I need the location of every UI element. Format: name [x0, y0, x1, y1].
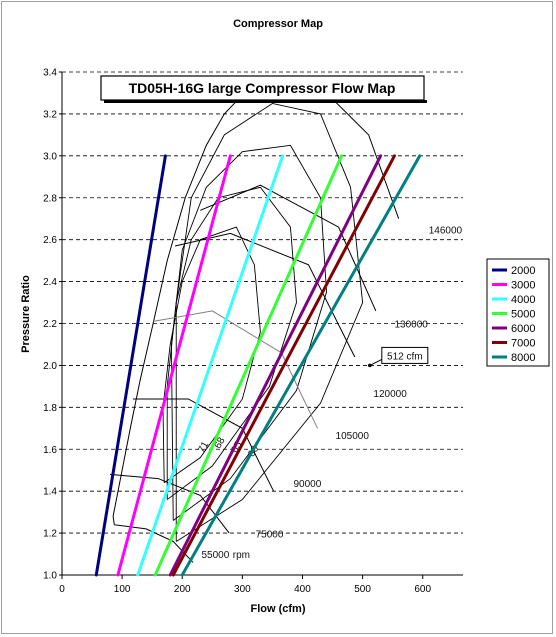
annotation-120000: 120000: [373, 389, 407, 400]
annotation-55000: 55000: [201, 550, 229, 561]
y-tick-label: 1.6: [43, 445, 57, 456]
y-tick-label: 1.8: [43, 403, 57, 414]
efficiency-island-71: [162, 226, 261, 484]
y-tick-label: 2.2: [43, 319, 57, 330]
y-tick-label: 3.0: [43, 151, 57, 162]
annotation-105000: 105000: [336, 431, 370, 442]
chart-title: Compressor Map: [233, 18, 323, 30]
efficiency-label: 71: [196, 439, 211, 455]
marked-point: [368, 363, 372, 368]
series-line-5000: [153, 154, 344, 577]
legend-label-7000: 7000: [511, 338, 535, 350]
series-line-4000: [136, 154, 285, 577]
series-line-2000: [94, 154, 167, 577]
speed-line-90000: [132, 398, 275, 492]
annotations: 146000 130000 120000 105000 90000 75000 55000 r…: [201, 225, 462, 561]
annotation-75000: 75000: [256, 529, 284, 540]
marked-point-box: [381, 346, 429, 364]
y-tick-label: 2.0: [43, 361, 57, 372]
legend-label-8000: 8000: [511, 352, 535, 364]
series-line-8000: [180, 154, 422, 577]
legend-label-4000: 4000: [511, 294, 535, 306]
y-tick-label: 2.4: [43, 277, 57, 288]
series-line-6000: [168, 154, 383, 577]
marked-point-leader: [369, 358, 383, 366]
annotation-130000: 130000: [394, 320, 428, 331]
legend-label-6000: 6000: [511, 323, 535, 335]
y-tick-label: 2.6: [43, 235, 57, 246]
y-tick-label: 1.0: [43, 571, 57, 582]
inner-title-text: TD05H-16G large Compressor Flow Map: [129, 80, 396, 96]
surge-line: [112, 94, 261, 525]
y-tick-label: 3.2: [43, 109, 57, 120]
x-tick-label: 600: [414, 584, 431, 595]
legend-label-3000: 3000: [511, 280, 535, 292]
x-tick-label: 500: [354, 584, 371, 595]
legend-label-2000: 2000: [511, 265, 535, 277]
legend-label-5000: 5000: [511, 309, 535, 321]
annotation-90000: 90000: [293, 479, 321, 490]
efficiency-island-65: [170, 144, 327, 521]
inner-title-box: TD05H-16G large Compressor Flow Map: [100, 75, 427, 103]
speed-line-75000: [110, 473, 230, 534]
marked-point-label: 512 cfm: [387, 351, 423, 362]
legend: 2000 3000 4000 5000 6000 7000 8000: [486, 258, 550, 367]
y-tick-label: 1.4: [43, 487, 57, 498]
series-line-3000: [116, 154, 232, 577]
y-tick-label: 3.4: [43, 68, 57, 79]
x-tick-label: 200: [174, 584, 191, 595]
series-lines: [94, 154, 422, 577]
y-tick-label: 2.8: [43, 193, 57, 204]
efficiency-island-60: [175, 102, 364, 542]
annotation-146000: 146000: [429, 225, 463, 236]
x-axis-label: Flow (cfm): [250, 603, 306, 615]
inner-title-shadow: [104, 100, 427, 103]
series-line-7000: [171, 154, 396, 577]
speed-line-105000: [153, 310, 318, 429]
x-tick-label: 0: [59, 584, 65, 595]
y-tick-label: 1.2: [43, 529, 57, 540]
x-tick-label: 400: [294, 584, 311, 595]
inner-title-frame: [100, 75, 425, 101]
x-tick-label: 300: [234, 584, 251, 595]
annotation-rpm: rpm: [233, 550, 250, 561]
axes: 1.0 1.2 1.4 1.6 1.8 2.0 2.2 2.4 2.6 2.8 3.0 3.2 3.4 0…: [43, 68, 463, 595]
x-tick-label: 100: [114, 584, 131, 595]
